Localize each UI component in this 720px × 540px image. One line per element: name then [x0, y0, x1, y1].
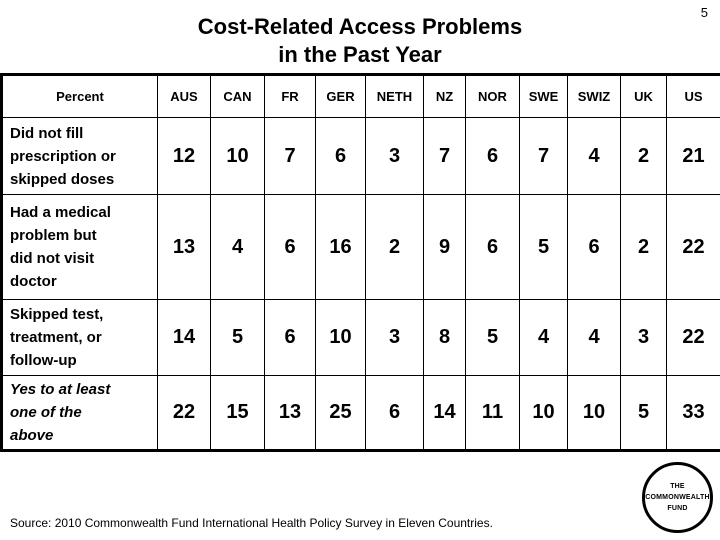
- column-header-percent: Percent: [1, 74, 158, 118]
- table-cell: 13: [157, 194, 211, 300]
- table-cell: 6: [264, 299, 316, 376]
- column-header-uk: UK: [620, 74, 667, 118]
- table-cell: 15: [210, 375, 265, 451]
- table-cell: 2: [365, 194, 424, 300]
- table-cell: 22: [666, 194, 720, 300]
- table-cell: 7: [264, 117, 316, 195]
- table-row: Did not fill prescription or skipped dos…: [1, 117, 720, 195]
- column-header-nz: NZ: [423, 74, 466, 118]
- table-cell: 3: [365, 117, 424, 195]
- table-cell: 6: [365, 375, 424, 451]
- data-table: Percent AUS CAN FR GER NETH NZ NOR SWE S…: [0, 73, 720, 452]
- commonwealth-fund-logo: THE COMMONWEALTH FUND: [642, 462, 713, 533]
- table-cell: 6: [315, 117, 366, 195]
- table-cell: 6: [465, 194, 520, 300]
- column-header-fr: FR: [264, 74, 316, 118]
- table-cell: 4: [567, 299, 621, 376]
- table-cell: 10: [210, 117, 265, 195]
- table-row: Yes to at least one of the above 22 15 1…: [1, 375, 720, 451]
- table-cell: 6: [465, 117, 520, 195]
- column-header-nor: NOR: [465, 74, 520, 118]
- column-header-swe: SWE: [519, 74, 568, 118]
- table-cell: 11: [465, 375, 520, 451]
- table-cell: 33: [666, 375, 720, 451]
- table-cell: 22: [666, 299, 720, 376]
- commonwealth-fund-logo-text: THE COMMONWEALTH FUND: [645, 483, 710, 512]
- row-label: Yes to at least one of the above: [1, 375, 158, 451]
- table-cell: 5: [210, 299, 265, 376]
- table-cell: 8: [423, 299, 466, 376]
- table-row: Had a medical problem but did not visit …: [1, 194, 720, 300]
- table-cell: 7: [423, 117, 466, 195]
- row-label: Skipped test, treatment, or follow-up: [1, 299, 158, 376]
- table-cell: 12: [157, 117, 211, 195]
- table-cell: 2: [620, 194, 667, 300]
- table-cell: 14: [157, 299, 211, 376]
- column-header-swiz: SWIZ: [567, 74, 621, 118]
- table-cell: 3: [620, 299, 667, 376]
- table-cell: 6: [567, 194, 621, 300]
- table-cell: 25: [315, 375, 366, 451]
- table-cell: 6: [264, 194, 316, 300]
- table-cell: 4: [210, 194, 265, 300]
- page-number: 5: [700, 5, 708, 20]
- column-header-ger: GER: [315, 74, 366, 118]
- table-cell: 9: [423, 194, 466, 300]
- table-cell: 4: [567, 117, 621, 195]
- table-cell: 10: [567, 375, 621, 451]
- row-label: Did not fill prescription or skipped dos…: [1, 117, 158, 195]
- table-cell: 21: [666, 117, 720, 195]
- column-header-us: US: [666, 74, 720, 118]
- table-cell: 2: [620, 117, 667, 195]
- column-header-can: CAN: [210, 74, 265, 118]
- table-cell: 16: [315, 194, 366, 300]
- table-cell: 13: [264, 375, 316, 451]
- slide-title: Cost-Related Access Problems in the Past…: [197, 14, 523, 67]
- table-cell: 14: [423, 375, 466, 451]
- table-cell: 5: [465, 299, 520, 376]
- table-cell: 3: [365, 299, 424, 376]
- table-header-row: Percent AUS CAN FR GER NETH NZ NOR SWE S…: [1, 74, 720, 118]
- table-cell: 22: [157, 375, 211, 451]
- row-label: Had a medical problem but did not visit …: [1, 194, 158, 300]
- table-cell: 7: [519, 117, 568, 195]
- column-header-neth: NETH: [365, 74, 424, 118]
- table-cell: 5: [519, 194, 568, 300]
- table-cell: 10: [519, 375, 568, 451]
- table-cell: 4: [519, 299, 568, 376]
- table-row: Skipped test, treatment, or follow-up 14…: [1, 299, 720, 376]
- table-cell: 5: [620, 375, 667, 451]
- column-header-aus: AUS: [157, 74, 211, 118]
- table-cell: 10: [315, 299, 366, 376]
- source-note: Source: 2010 Commonwealth Fund Internati…: [10, 516, 493, 530]
